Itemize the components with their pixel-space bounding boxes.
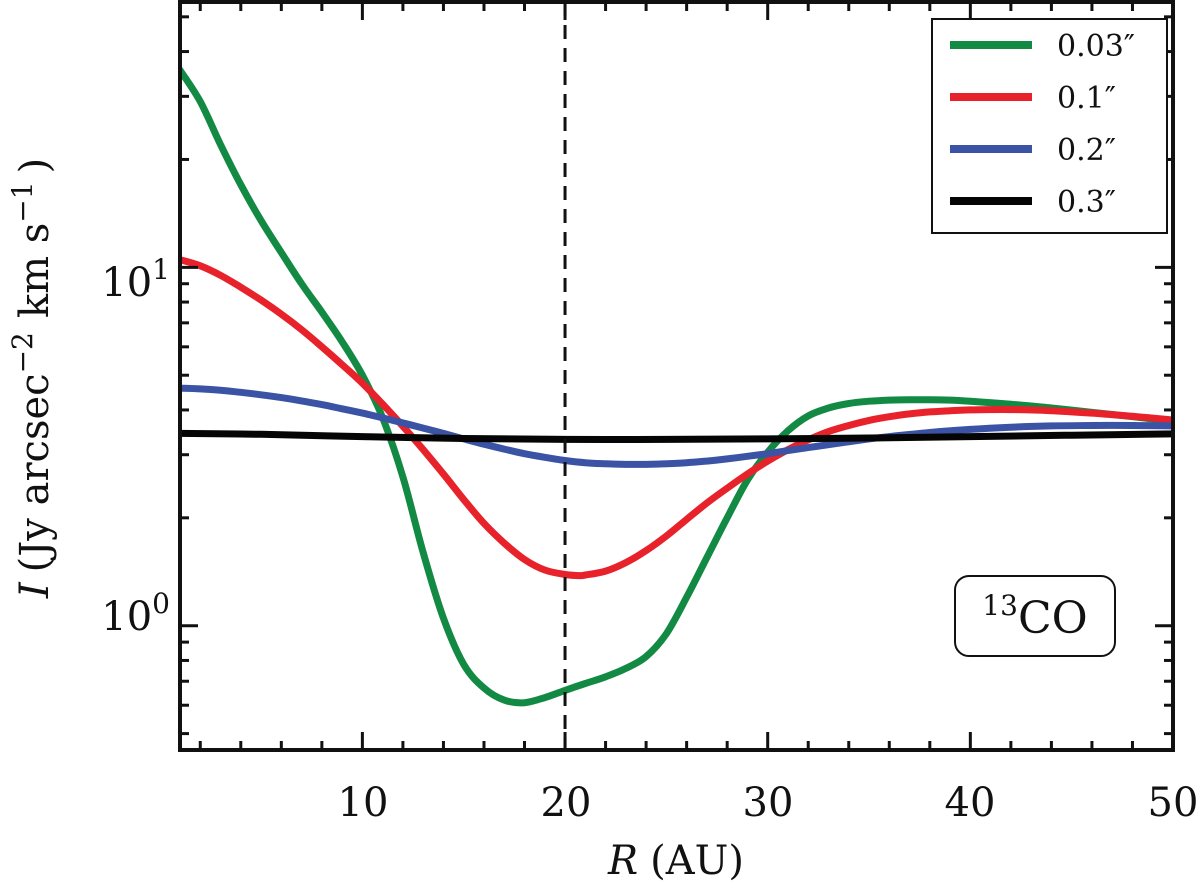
y-axis-unit: (Jy arcsec bbox=[12, 373, 58, 572]
annotation-13co: 13CO bbox=[954, 575, 1116, 657]
y-axis-close: ) bbox=[12, 158, 58, 174]
plot-frame bbox=[178, 0, 1175, 752]
y-axis-exp1: −2 bbox=[6, 332, 39, 373]
y-tick-base: 10 bbox=[101, 594, 152, 640]
x-axis-var: R bbox=[607, 838, 638, 884]
legend: 0.03″ 0.1″ 0.2″ 0.3″ bbox=[931, 18, 1168, 234]
series-line-3 bbox=[180, 429, 1173, 444]
x-axis-label: R (AU) bbox=[607, 838, 744, 884]
y-tick-base: 10 bbox=[101, 260, 152, 306]
annotation-sup: 13 bbox=[982, 589, 1018, 622]
x-tick-label-20: 20 bbox=[541, 780, 592, 826]
series-line-2 bbox=[180, 384, 1173, 468]
x-tick-labels: 10 20 30 40 50 bbox=[338, 780, 1199, 826]
x-tick-label-10: 10 bbox=[338, 780, 389, 826]
annotation-main: CO bbox=[1018, 593, 1088, 644]
y-tick-exp: 1 bbox=[152, 253, 170, 286]
annotation-text: 13CO bbox=[982, 589, 1087, 644]
y-axis-exp2: −1 bbox=[6, 181, 39, 222]
legend-label-3: 0.3″ bbox=[1057, 185, 1116, 220]
x-axis-unit: (AU) bbox=[650, 838, 744, 884]
y-tick-exp: 0 bbox=[152, 587, 170, 620]
annotation-box bbox=[954, 575, 1116, 657]
y-tick-label-10: 101 bbox=[101, 253, 170, 306]
legend-label-0: 0.03″ bbox=[1057, 29, 1135, 64]
y-tick-label-1: 100 bbox=[101, 587, 170, 640]
x-tick-label-40: 40 bbox=[945, 780, 996, 826]
y-axis-mid: km s bbox=[12, 223, 58, 318]
y-axis-var: I bbox=[12, 581, 58, 599]
legend-label-1: 0.1″ bbox=[1057, 81, 1116, 116]
series-group bbox=[180, 66, 1173, 707]
series-line-0 bbox=[180, 66, 1173, 707]
x-tick-label-30: 30 bbox=[743, 780, 794, 826]
series-line-1 bbox=[180, 256, 1173, 580]
legend-label-2: 0.2″ bbox=[1057, 133, 1116, 168]
y-axis-label: I (Jy arcsec−2 km s−1) bbox=[6, 158, 58, 599]
x-tick-label-50: 50 bbox=[1148, 780, 1199, 826]
